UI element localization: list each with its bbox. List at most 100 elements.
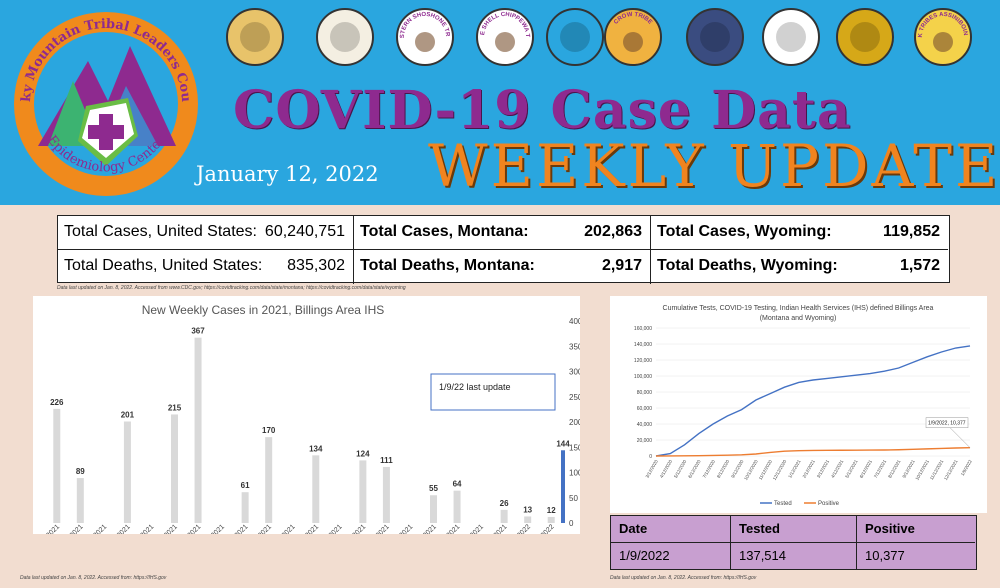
- mt-deaths-cell: Total Deaths, Montana: 2,917: [354, 250, 651, 284]
- wy-deaths-cell: Total Deaths, Wyoming: 1,572: [651, 250, 948, 284]
- callout-text: 1/9/2022, 10,377: [928, 421, 966, 427]
- table-cell-tested: 137,514: [731, 543, 857, 570]
- legend-label-tested: Tested: [774, 501, 792, 507]
- line-x-tick-label: 12/12/2020: [772, 459, 788, 481]
- line-x-tick-label: 10/12/2020: [743, 459, 759, 481]
- bar-4: [194, 337, 202, 523]
- bar-12: [500, 509, 508, 523]
- wy-deaths-value: 1,572: [899, 257, 940, 274]
- bar-value-label: 26: [500, 499, 509, 508]
- line-y-tick-label: 40,000: [637, 422, 653, 428]
- mt-deaths-label: Total Deaths, Montana:: [360, 257, 535, 274]
- line-y-tick-label: 0: [649, 454, 652, 460]
- wy-deaths-label: Total Deaths, Wyoming:: [657, 257, 838, 274]
- bar-value-label: 89: [76, 467, 85, 476]
- bar-value-label: 12: [547, 506, 556, 515]
- bar-value-label: 13: [523, 505, 532, 514]
- tribal-seal-9: [836, 8, 894, 66]
- line-y-tick-label: 140,000: [634, 342, 652, 348]
- callout-leader: [949, 427, 971, 448]
- line-x-tick-label: 12/12/2021: [943, 459, 959, 481]
- bar-x-tick-label: 12/5/2021: [364, 523, 391, 534]
- line-x-tick-label: 1/12/2021: [787, 459, 802, 479]
- bar-10: [430, 495, 437, 523]
- line-x-tick-label: 2/12/2021: [802, 459, 817, 479]
- bar-7: [312, 455, 320, 523]
- bar-14: [547, 516, 555, 523]
- bar-x-tick-label: 11/5/2021: [223, 523, 250, 534]
- us-cases-cell: Total Cases, United States: 60,240,751: [58, 216, 354, 250]
- little-shell-seal: LITTLE SHELL CHIPPEWA TRIBE: [476, 6, 534, 66]
- bar-value-label: 111: [380, 456, 393, 465]
- bar-y-tick-label: 400: [569, 317, 580, 326]
- bar-value-label: 226: [50, 398, 64, 407]
- bar-y-tick-label: 250: [569, 393, 580, 402]
- legend-label-positive: Positive: [818, 501, 840, 507]
- bar-value-label: 170: [262, 426, 276, 435]
- bar-15: [561, 450, 565, 523]
- totals-source-note: Data last updated on Jan. 8, 2022. Acces…: [57, 285, 406, 291]
- line-x-tick-label: 10/12/2021: [914, 459, 930, 481]
- bar-13: [524, 516, 532, 523]
- eastern-shoshone-seal: EASTERN SHOSHONE TRIBE: [396, 6, 454, 66]
- line-x-tick-label: 11/12/2020: [758, 459, 774, 481]
- bar-0: [53, 408, 61, 523]
- bar-2: [123, 421, 131, 523]
- table-cell-date: 1/9/2022: [611, 543, 731, 570]
- bar-x-tick-label: 1/9/2022: [531, 523, 555, 534]
- line-x-tick-label: 4/12/2021: [830, 459, 845, 479]
- bar-y-tick-label: 200: [569, 418, 580, 427]
- totals-table: Total Cases, United States: 60,240,751 T…: [57, 215, 950, 284]
- bar-y-tick-label: 350: [569, 342, 580, 351]
- line-x-tick-label: 3/12/2021: [816, 459, 831, 479]
- bar-1: [76, 478, 84, 523]
- weekly-cases-chart-panel: New Weekly Cases in 2021, Billings Area …: [33, 296, 583, 553]
- line-x-tick-label: 9/12/2020: [730, 459, 745, 479]
- bar-value-label: 124: [356, 449, 370, 458]
- us-deaths-label: Total Deaths, United States:: [64, 257, 263, 274]
- report-date: January 12, 2022: [196, 162, 379, 186]
- line-y-tick-label: 80,000: [637, 390, 653, 396]
- tribal-seal-8: [762, 8, 820, 66]
- line-x-tick-label: 6/12/2021: [859, 459, 874, 479]
- us-deaths-value: 835,302: [287, 257, 345, 274]
- callout-box: [925, 417, 969, 428]
- us-cases-label: Total Cases, United States:: [64, 223, 257, 240]
- line-y-tick-label: 60,000: [637, 406, 653, 412]
- bar-3: [171, 414, 178, 523]
- bar-value-label: 64: [453, 480, 462, 489]
- bar-value-label: 61: [241, 481, 250, 490]
- fort-peck-seal: FT. PECK TRIBES ASSINIBOINE SIOUX: [914, 6, 972, 66]
- bar-value-label: 201: [121, 410, 135, 419]
- wy-cases-label: Total Cases, Wyoming:: [657, 223, 832, 240]
- crow-tribe-seal: CROW TRIBE: [604, 8, 662, 66]
- page-subtitle: WEEKLY UPDATE: [428, 132, 1000, 200]
- line-x-tick-label: 7/12/2021: [873, 459, 888, 479]
- bar-value-label: 215: [168, 403, 182, 412]
- bar-x-tick-label: 1/4/2022: [508, 523, 532, 534]
- annotation-box: [430, 373, 556, 411]
- bar-value-label: 55: [429, 484, 438, 493]
- bar-value-label: 367: [191, 327, 205, 336]
- line-x-tick-label: 1/9/2022: [960, 459, 973, 477]
- series-line-positive: [655, 446, 971, 457]
- bar-x-tick-label: 9/26/2021: [34, 523, 61, 534]
- line-chart-source-note: Data last updated on Jan. 8, 2022. Acces…: [610, 575, 757, 581]
- line-x-tick-label: 5/12/2021: [844, 459, 859, 479]
- bar-6: [265, 437, 273, 523]
- line-x-tick-label: 8/12/2021: [887, 459, 902, 479]
- line-x-tick-label: 4/12/2020: [659, 459, 674, 479]
- line-y-tick-label: 100,000: [634, 374, 652, 380]
- mt-cases-cell: Total Cases, Montana: 202,863: [354, 216, 651, 250]
- bar-y-tick-label: 50: [569, 494, 578, 503]
- table-cell-positive: 10,377: [865, 548, 905, 563]
- cumulative-tests-chart: Cumulative Tests, COVID-19 Testing, Indi…: [634, 305, 973, 507]
- line-chart-title: Cumulative Tests, COVID-19 Testing, Indi…: [663, 305, 934, 312]
- feather-emblem: [546, 8, 604, 66]
- table-header-tested: Tested: [731, 516, 857, 543]
- bar-y-tick-label: 150: [569, 443, 580, 452]
- tribal-seal-2: [316, 8, 374, 66]
- bar-y-tick-label: 300: [569, 368, 580, 377]
- mt-cases-label: Total Cases, Montana:: [360, 223, 529, 240]
- table-header-positive: Positive: [857, 516, 975, 543]
